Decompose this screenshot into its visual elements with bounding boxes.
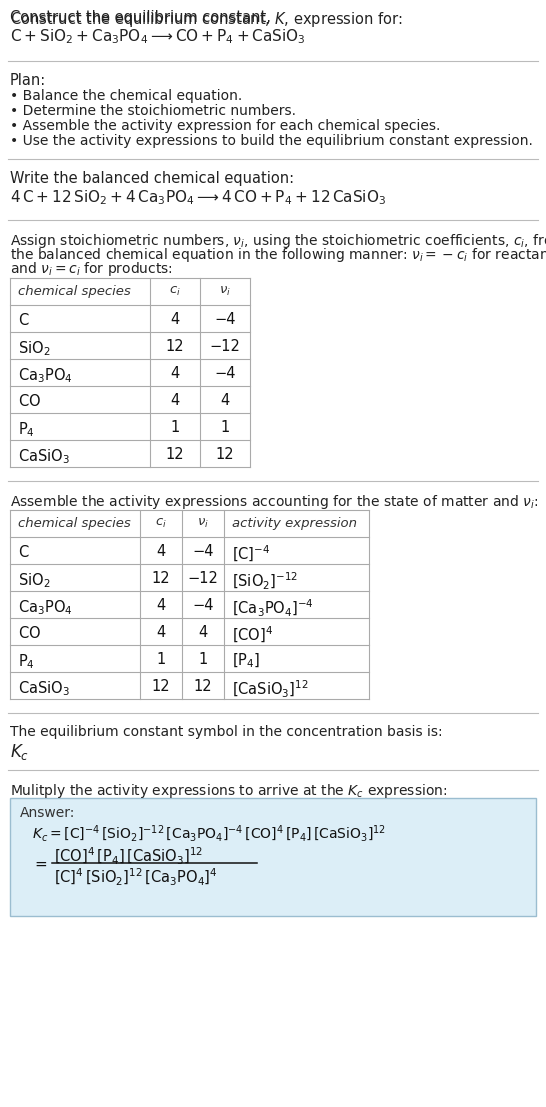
Text: −12: −12 [188,571,218,586]
Text: 4: 4 [170,393,180,408]
Text: −4: −4 [214,366,236,381]
Text: $[\mathrm{P_4}]$: $[\mathrm{P_4}]$ [232,652,260,671]
Text: • Balance the chemical equation.: • Balance the chemical equation. [10,89,242,103]
Text: 12: 12 [165,447,185,462]
Text: activity expression: activity expression [232,517,357,530]
Text: $\mathrm{SiO_2}$: $\mathrm{SiO_2}$ [18,339,50,358]
Text: 4: 4 [170,366,180,381]
Text: chemical species: chemical species [18,517,130,530]
Text: $\mathrm{CaSiO_3}$: $\mathrm{CaSiO_3}$ [18,679,70,697]
Text: • Assemble the activity expression for each chemical species.: • Assemble the activity expression for e… [10,118,441,133]
Text: $\mathrm{4\,C + 12\,SiO_2 + 4\,Ca_3PO_4 \longrightarrow 4\,CO + P_4 + 12\,CaSiO_: $\mathrm{4\,C + 12\,SiO_2 + 4\,Ca_3PO_4 … [10,188,386,207]
Text: 4: 4 [156,544,165,559]
Text: 12: 12 [152,679,170,694]
Text: 1: 1 [198,652,207,668]
Text: $[\mathrm{SiO_2}]^{-12}$: $[\mathrm{SiO_2}]^{-12}$ [232,571,298,592]
FancyBboxPatch shape [10,798,536,915]
Text: the balanced chemical equation in the following manner: $\nu_i = -c_i$ for react: the balanced chemical equation in the fo… [10,246,546,263]
Text: $K_c$: $K_c$ [10,742,29,762]
Text: $[\mathrm{C}]^4\,[\mathrm{SiO_2}]^{12}\,[\mathrm{Ca_3PO_4}]^4$: $[\mathrm{C}]^4\,[\mathrm{SiO_2}]^{12}\,… [54,867,218,888]
Text: $c_i$: $c_i$ [169,284,181,298]
Text: 4: 4 [221,393,230,408]
Text: 12: 12 [152,571,170,586]
Text: $=$: $=$ [32,856,48,871]
Text: Write the balanced chemical equation:: Write the balanced chemical equation: [10,170,294,186]
Text: 4: 4 [170,312,180,327]
Text: 1: 1 [221,420,230,435]
Text: $\nu_i$: $\nu_i$ [219,284,231,298]
Text: 1: 1 [170,420,180,435]
Text: $\mathrm{C}$: $\mathrm{C}$ [18,312,29,328]
Text: Answer:: Answer: [20,806,75,820]
Text: 12: 12 [216,447,234,462]
Text: 12: 12 [165,339,185,354]
Text: 4: 4 [198,625,207,640]
Text: −4: −4 [192,544,213,559]
Text: $[\mathrm{CaSiO_3}]^{12}$: $[\mathrm{CaSiO_3}]^{12}$ [232,679,308,700]
Text: $\nu_i$: $\nu_i$ [197,517,209,530]
Text: The equilibrium constant symbol in the concentration basis is:: The equilibrium constant symbol in the c… [10,725,443,739]
Text: $c_i$: $c_i$ [155,517,167,530]
Text: Assemble the activity expressions accounting for the state of matter and $\nu_i$: Assemble the activity expressions accoun… [10,493,538,511]
Text: 1: 1 [156,652,165,668]
Text: $[\mathrm{C}]^{-4}$: $[\mathrm{C}]^{-4}$ [232,544,270,565]
Text: • Use the activity expressions to build the equilibrium constant expression.: • Use the activity expressions to build … [10,134,533,148]
Text: and $\nu_i = c_i$ for products:: and $\nu_i = c_i$ for products: [10,260,173,278]
Text: $\mathrm{Ca_3PO_4}$: $\mathrm{Ca_3PO_4}$ [18,366,73,385]
Text: $[\mathrm{Ca_3PO_4}]^{-4}$: $[\mathrm{Ca_3PO_4}]^{-4}$ [232,598,314,619]
Text: $\mathrm{P_4}$: $\mathrm{P_4}$ [18,420,35,438]
Text: −12: −12 [210,339,240,354]
Text: 4: 4 [156,598,165,613]
Text: −4: −4 [214,312,236,327]
Text: $K_c = [\mathrm{C}]^{-4}\,[\mathrm{SiO_2}]^{-12}\,[\mathrm{Ca_3PO_4}]^{-4}\,[\ma: $K_c = [\mathrm{C}]^{-4}\,[\mathrm{SiO_2… [32,824,386,845]
Text: $\mathrm{P_4}$: $\mathrm{P_4}$ [18,652,35,671]
Text: $[\mathrm{CO}]^4\,[\mathrm{P_4}]\,[\mathrm{CaSiO_3}]^{12}$: $[\mathrm{CO}]^4\,[\mathrm{P_4}]\,[\math… [54,846,203,867]
Text: Mulitply the activity expressions to arrive at the $K_c$ expression:: Mulitply the activity expressions to arr… [10,782,447,800]
Text: Construct the equilibrium constant, $K$, expression for:: Construct the equilibrium constant, $K$,… [10,10,402,29]
Text: $\mathrm{C + SiO_2 + Ca_3PO_4 \longrightarrow CO + P_4 + CaSiO_3}$: $\mathrm{C + SiO_2 + Ca_3PO_4 \longright… [10,27,306,45]
Text: chemical species: chemical species [18,284,130,298]
Text: $[\mathrm{CO}]^{4}$: $[\mathrm{CO}]^{4}$ [232,625,273,645]
Text: Assign stoichiometric numbers, $\nu_i$, using the stoichiometric coefficients, $: Assign stoichiometric numbers, $\nu_i$, … [10,232,546,250]
Text: $\mathrm{CO}$: $\mathrm{CO}$ [18,625,41,641]
Text: $\mathrm{SiO_2}$: $\mathrm{SiO_2}$ [18,571,50,590]
Text: 12: 12 [194,679,212,694]
Text: $\mathrm{Ca_3PO_4}$: $\mathrm{Ca_3PO_4}$ [18,598,73,617]
Text: −4: −4 [192,598,213,613]
Text: Plan:: Plan: [10,73,46,87]
Text: $\mathrm{C}$: $\mathrm{C}$ [18,544,29,560]
Text: 4: 4 [156,625,165,640]
Text: • Determine the stoichiometric numbers.: • Determine the stoichiometric numbers. [10,104,296,118]
Text: $\mathrm{CaSiO_3}$: $\mathrm{CaSiO_3}$ [18,447,70,466]
Text: Construct the equilibrium constant,: Construct the equilibrium constant, [10,10,276,25]
Text: $\mathrm{CO}$: $\mathrm{CO}$ [18,393,41,408]
